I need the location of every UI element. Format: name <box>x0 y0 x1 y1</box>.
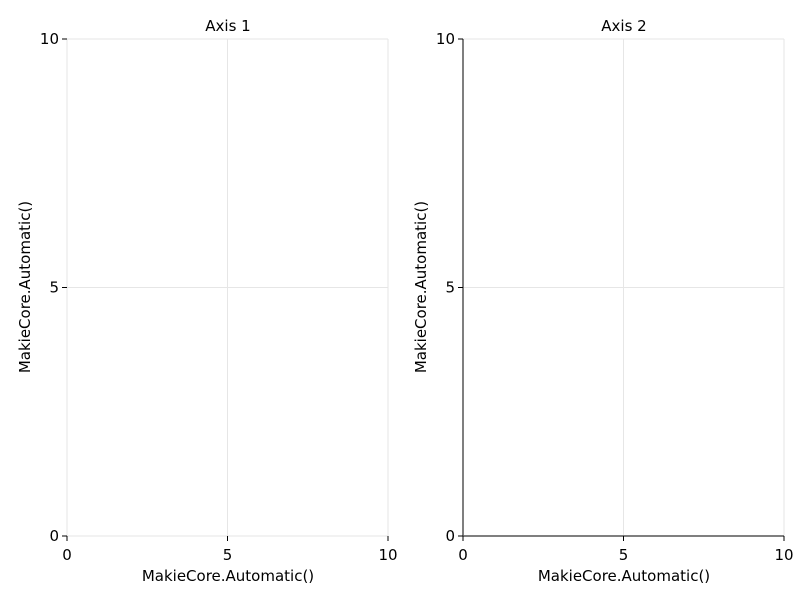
axis-2-xtick-label-1: 5 <box>619 546 629 564</box>
axis-1-xtick-label-2: 10 <box>378 546 397 564</box>
axis-2-xlabel: MakieCore.Automatic() <box>538 567 710 585</box>
axis-2-ylabel: MakieCore.Automatic() <box>412 201 430 373</box>
axis-1-ytick-label-2: 10 <box>40 30 59 48</box>
axis-1-title: Axis 1 <box>205 17 250 35</box>
axis-1-ylabel: MakieCore.Automatic() <box>16 201 34 373</box>
axis-2-panel: Axis 2 MakieCore.Automatic() MakieCore.A… <box>412 17 794 585</box>
axis-2-ytick-label-1: 5 <box>445 279 455 297</box>
axis-2-title: Axis 2 <box>601 17 646 35</box>
axis-1-xlabel: MakieCore.Automatic() <box>142 567 314 585</box>
axis-2-xtick-label-2: 10 <box>774 546 793 564</box>
axis-1-ytick-label-0: 0 <box>49 527 59 545</box>
axis-2-ytick-label-2: 10 <box>436 30 455 48</box>
axis-2-ytick-label-0: 0 <box>445 527 455 545</box>
axis-1-xtick-label-0: 0 <box>62 546 72 564</box>
axis-1-xtick-label-1: 5 <box>223 546 233 564</box>
axis-2-xtick-label-0: 0 <box>458 546 468 564</box>
axis-1-ytick-label-1: 5 <box>49 279 59 297</box>
axis-1-panel: Axis 1 MakieCore.Automatic() MakieCore.A… <box>16 17 398 585</box>
